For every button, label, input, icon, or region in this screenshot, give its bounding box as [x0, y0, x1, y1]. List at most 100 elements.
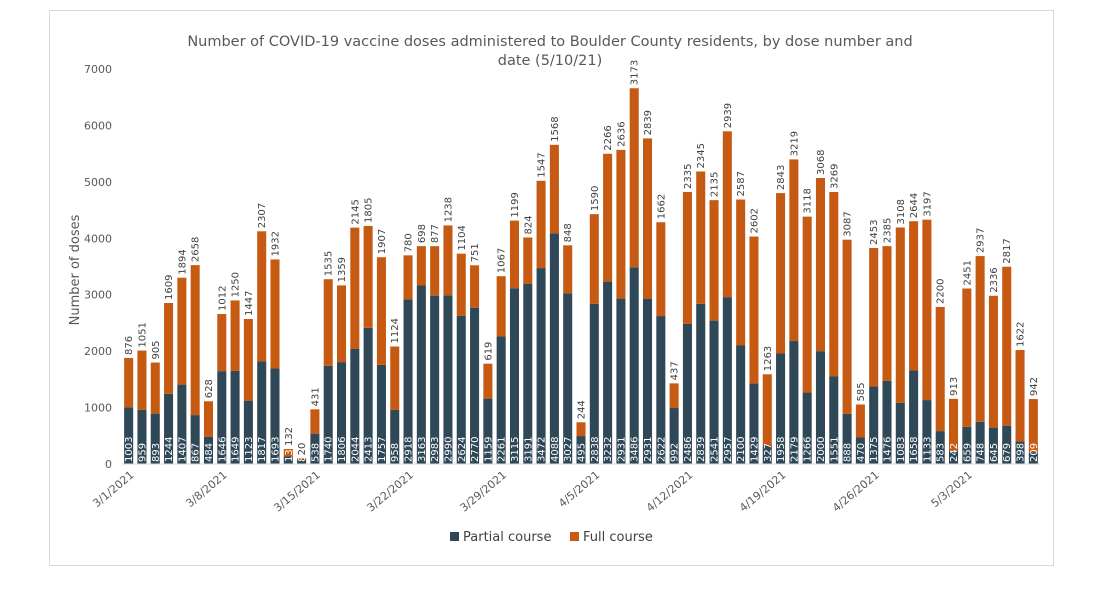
bar-partial-course — [230, 370, 240, 464]
data-label-full: 585 — [856, 382, 867, 401]
data-label-full: 3118 — [803, 188, 814, 213]
data-label-partial: 583 — [936, 443, 947, 462]
data-label-full: 2135 — [710, 172, 721, 197]
bar-partial-course — [203, 436, 214, 464]
bar-full-course — [563, 245, 573, 294]
data-label-partial: 1375 — [869, 437, 880, 462]
data-label-partial: 1159 — [483, 437, 494, 462]
data-label-partial: 1740 — [324, 437, 335, 462]
legend-swatch-full-course — [570, 532, 579, 541]
data-label-full: 1547 — [537, 152, 548, 177]
bar-full-course — [935, 306, 945, 432]
data-label-full: 2602 — [749, 208, 760, 233]
y-tick-label: 7000 — [84, 63, 112, 76]
bar-partial-course — [470, 307, 480, 464]
bar-partial-course — [802, 392, 812, 464]
x-tick-label: 4/26/2021 — [830, 468, 882, 514]
data-label-full: 3269 — [829, 164, 840, 189]
data-label-partial: 2100 — [736, 437, 747, 462]
x-tick-label: 4/19/2021 — [737, 468, 789, 514]
bar-full-course — [736, 199, 746, 346]
data-label-partial: 645 — [989, 443, 1000, 462]
data-label-partial: 2931 — [643, 437, 654, 462]
bar-partial-course — [842, 413, 852, 464]
bar-partial-course — [310, 433, 320, 464]
x-tick-label: 3/29/2021 — [458, 468, 510, 514]
data-label-full: 1051 — [137, 322, 148, 347]
data-label-partial: 2000 — [816, 437, 827, 462]
data-label-partial: 2179 — [789, 437, 800, 462]
y-axis-title: Number of doses — [68, 214, 83, 325]
x-tick-label: 4/12/2021 — [644, 468, 696, 514]
bar-full-course — [283, 449, 293, 457]
bar-full-course — [589, 214, 599, 304]
bar-full-course — [177, 277, 187, 385]
data-label-partial: 242 — [949, 443, 960, 462]
data-label-partial: 2413 — [364, 437, 375, 462]
data-label-full: 2145 — [350, 199, 361, 224]
bar-partial-course — [669, 408, 679, 464]
data-label-partial: 1646 — [217, 437, 228, 462]
bar-full-course — [137, 350, 147, 410]
data-label-partial: 3472 — [537, 437, 548, 462]
bar-partial-course — [483, 398, 493, 464]
bar-partial-course — [895, 402, 905, 464]
data-label-partial: 1123 — [244, 437, 255, 462]
bar-full-course — [1015, 350, 1025, 442]
bar-partial-course — [164, 393, 174, 464]
legend: Partial course Full course — [450, 530, 653, 545]
bar-full-course — [656, 222, 666, 317]
data-label-partial: 1806 — [337, 437, 348, 462]
data-label-full: 244 — [577, 400, 588, 419]
data-label-partial: 1266 — [803, 437, 814, 462]
bar-partial-course — [749, 383, 759, 464]
data-label-full: 1662 — [656, 194, 667, 219]
data-label-partial: 398 — [1016, 443, 1027, 462]
data-label-full: 20 — [297, 443, 308, 456]
data-label-partial: 3486 — [630, 437, 641, 462]
data-label-full: 2451 — [962, 260, 973, 285]
data-label-partial: 1693 — [271, 437, 282, 462]
data-label-full: 1012 — [217, 286, 228, 311]
bar-full-course — [576, 422, 586, 437]
data-label-full: 628 — [204, 379, 215, 398]
y-tick-label: 2000 — [84, 345, 112, 358]
data-label-full: 751 — [470, 243, 481, 262]
bar-partial-course — [722, 297, 732, 464]
bar-partial-course — [1002, 425, 1012, 464]
data-label-partial: 4088 — [550, 437, 561, 462]
legend-label-partial-course: Partial course — [463, 530, 551, 545]
bar-full-course — [722, 131, 732, 298]
data-label-full: 698 — [417, 224, 428, 243]
data-label-full: 1447 — [244, 291, 255, 316]
bar-partial-course — [682, 323, 692, 464]
bar-partial-course — [776, 353, 786, 464]
x-tick-label: 3/8/2021 — [184, 468, 230, 510]
bar-full-course — [190, 265, 200, 416]
data-label-partial: 959 — [137, 443, 148, 462]
data-label-full: 2636 — [616, 121, 627, 146]
bar-partial-course — [456, 315, 466, 464]
bar-full-course — [230, 300, 240, 371]
data-label-full: 1263 — [763, 346, 774, 371]
data-label-full: 431 — [310, 387, 321, 406]
bar-full-course — [217, 314, 227, 372]
bar-partial-course — [190, 415, 200, 464]
bar-partial-course — [390, 409, 400, 464]
data-label-full: 1622 — [1016, 322, 1027, 347]
data-label-full: 3219 — [789, 131, 800, 156]
data-label-full: 2843 — [776, 165, 787, 190]
bar-partial-course — [576, 436, 586, 464]
bar-partial-course — [523, 283, 533, 464]
data-label-partial: 484 — [204, 443, 215, 462]
bar-full-course — [430, 246, 440, 296]
data-label-partial: 958 — [390, 443, 401, 462]
bar-partial-course — [336, 362, 347, 464]
bar-partial-course — [416, 285, 426, 464]
bar-partial-course — [323, 365, 333, 464]
x-tick-label: 3/22/2021 — [364, 468, 416, 514]
data-label-full: 3087 — [843, 211, 854, 236]
data-label-full: 2453 — [869, 220, 880, 245]
data-label-full: 1907 — [377, 229, 388, 254]
bar-full-course — [1002, 266, 1012, 426]
